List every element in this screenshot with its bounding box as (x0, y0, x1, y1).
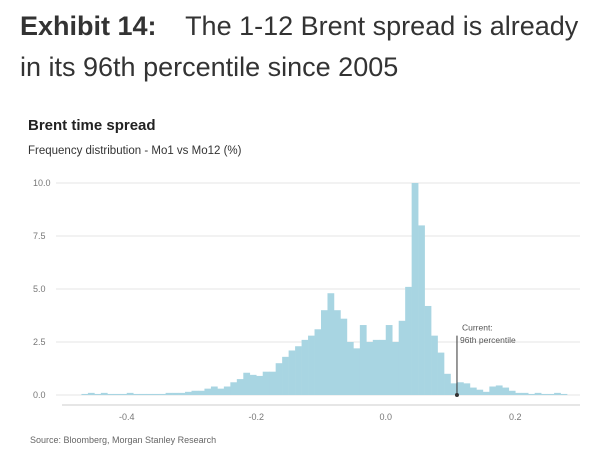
exhibit-label: Exhibit 14: (20, 11, 157, 41)
histogram-bar (398, 320, 406, 395)
histogram-bar (327, 293, 335, 395)
histogram-bar (152, 393, 160, 395)
exhibit-title: The 1-12 Brent spread is already in its … (20, 11, 579, 82)
histogram-bar (282, 356, 289, 395)
histogram-bar (120, 393, 128, 395)
histogram-bar (482, 391, 490, 395)
histogram-bar (541, 393, 548, 395)
histogram-bar (379, 339, 387, 395)
x-tick-labels: -0.4 -0.2 0.0 0.2 (119, 412, 522, 422)
source-note: Source: Bloomberg, Morgan Stanley Resear… (30, 435, 217, 445)
histogram-bar (437, 352, 445, 395)
y-tick-label: 5.0 (33, 284, 46, 294)
x-tick-label: 0.2 (509, 412, 522, 422)
histogram-bar (295, 346, 302, 395)
histogram-bar (463, 383, 471, 395)
marker-dot (454, 393, 459, 397)
histogram-bar (133, 393, 140, 395)
histogram-bar (269, 371, 276, 395)
histogram-bar (185, 391, 192, 395)
histogram-bar (139, 393, 147, 395)
histogram-bar (515, 392, 523, 395)
histogram-bar (385, 325, 393, 395)
marker-label-line2: 96th percentile (460, 335, 516, 345)
x-tick-label: -0.2 (248, 412, 264, 422)
histogram-bar (262, 371, 270, 395)
histogram-bar (288, 350, 296, 395)
exhibit-heading: Exhibit 14: The 1-12 Brent spread is alr… (20, 6, 590, 88)
histogram-bar (165, 392, 173, 395)
histogram-bar (418, 225, 425, 395)
histogram-bar (113, 393, 121, 395)
histogram-bar (249, 374, 257, 395)
histogram-bar (210, 386, 218, 395)
histogram-bar (560, 393, 568, 395)
histogram-bar (87, 392, 95, 395)
y-tick-label: 10.0 (33, 178, 51, 188)
histogram-bar (476, 389, 484, 395)
histogram-bar (444, 373, 451, 395)
histogram-bar (340, 318, 348, 395)
histogram-bar (308, 335, 315, 395)
histogram-bar (372, 339, 380, 395)
y-tick-labels: 0.0 2.5 5.0 7.5 10.0 (33, 178, 51, 400)
histogram-bar (508, 390, 516, 395)
histogram-bar (450, 383, 458, 395)
histogram-bar (359, 325, 367, 395)
histogram-bar (100, 392, 108, 395)
histogram-bar (159, 393, 166, 395)
histogram-bar (469, 387, 477, 395)
histogram-bar (81, 393, 89, 395)
histogram-bar (314, 329, 322, 395)
histogram-bar (223, 386, 231, 395)
histogram-bar (366, 342, 374, 395)
histogram-bar (107, 393, 115, 395)
y-tick-label: 7.5 (33, 231, 46, 241)
histogram-bar (204, 388, 212, 395)
histogram-bar (230, 382, 238, 395)
histogram-bar (197, 390, 205, 395)
histogram-bar (94, 393, 102, 395)
histogram-bar (495, 385, 503, 395)
histogram-bar (431, 335, 438, 395)
histogram-bar (126, 392, 134, 395)
histogram-bar (178, 392, 186, 395)
histogram-bars (81, 183, 568, 395)
histogram-bar (528, 393, 535, 395)
y-tick-label: 2.5 (33, 337, 46, 347)
x-tick-label: 0.0 (379, 412, 392, 422)
histogram-bar (456, 382, 464, 395)
histogram-bar (534, 392, 542, 395)
histogram-bar (405, 286, 412, 395)
histogram-bar (321, 310, 328, 395)
histogram-bar (301, 339, 309, 395)
histogram-bar (547, 393, 555, 395)
marker-label-line1: Current: (462, 322, 493, 332)
histogram-bar (554, 392, 561, 395)
histogram-bar (217, 388, 225, 395)
histogram-bar (521, 392, 529, 395)
histogram-bar (191, 390, 199, 395)
histogram-bar (236, 379, 244, 395)
chart-subtitle: Frequency distribution - Mo1 vs Mo12 (%) (28, 145, 242, 157)
histogram-bar (172, 392, 179, 395)
histogram-bar (146, 393, 153, 395)
x-tick-label: -0.4 (119, 412, 135, 422)
histogram-bar (256, 375, 264, 395)
y-tick-label: 0.0 (33, 390, 46, 400)
histogram-bar (489, 386, 497, 395)
histogram-bar (346, 342, 354, 395)
histogram-bar (392, 342, 399, 395)
histogram-bar (275, 363, 283, 395)
histogram-bar (502, 387, 510, 395)
histogram-bar (243, 372, 251, 395)
histogram-bar (333, 310, 341, 395)
histogram-bar (411, 183, 419, 395)
histogram-bar (353, 348, 361, 395)
chart-title: Brent time spread (28, 117, 156, 134)
current-marker: Current: 96th percentile (454, 322, 516, 397)
histogram-bar (424, 305, 432, 395)
